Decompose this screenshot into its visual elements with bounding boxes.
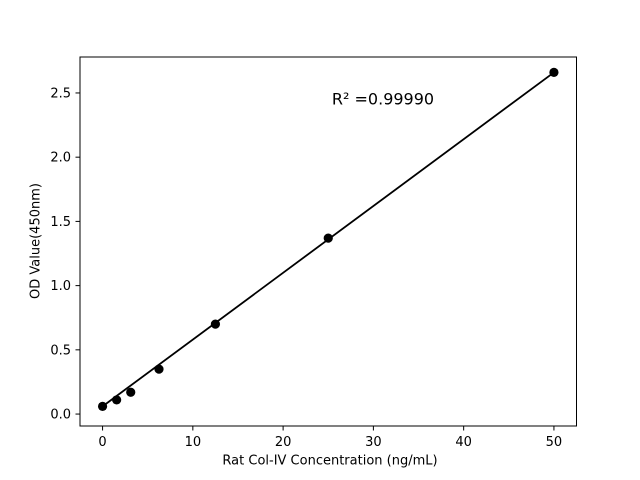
x-tick-label: 50 <box>546 435 563 450</box>
x-tick-label: 0 <box>98 435 106 450</box>
x-tick-label: 10 <box>185 435 202 450</box>
r-squared-annotation: R² =0.99990 <box>331 89 435 109</box>
y-tick-label: 0.0 <box>50 408 71 423</box>
data-point <box>154 364 164 374</box>
x-axis-label: Rat Col-IV Concentration (ng/mL) <box>222 453 438 469</box>
data-point <box>112 395 122 405</box>
y-tick-label: 2.5 <box>50 86 71 101</box>
axes-frame <box>79 56 577 427</box>
x-tick-label: 40 <box>455 435 472 450</box>
y-tick-label: 1.0 <box>50 279 71 294</box>
y-tick-label: 1.5 <box>50 215 71 230</box>
y-tick-label: 0.5 <box>50 343 71 358</box>
data-point <box>549 67 559 78</box>
x-tick-label: 30 <box>365 435 382 450</box>
data-point <box>210 319 221 329</box>
y-axis-label: OD Value(450nm) <box>28 183 44 299</box>
y-tick-label: 2.0 <box>50 151 71 166</box>
data-point <box>323 233 333 243</box>
data-point <box>97 401 108 411</box>
data-point <box>126 387 136 397</box>
x-tick-label: 20 <box>275 435 292 450</box>
